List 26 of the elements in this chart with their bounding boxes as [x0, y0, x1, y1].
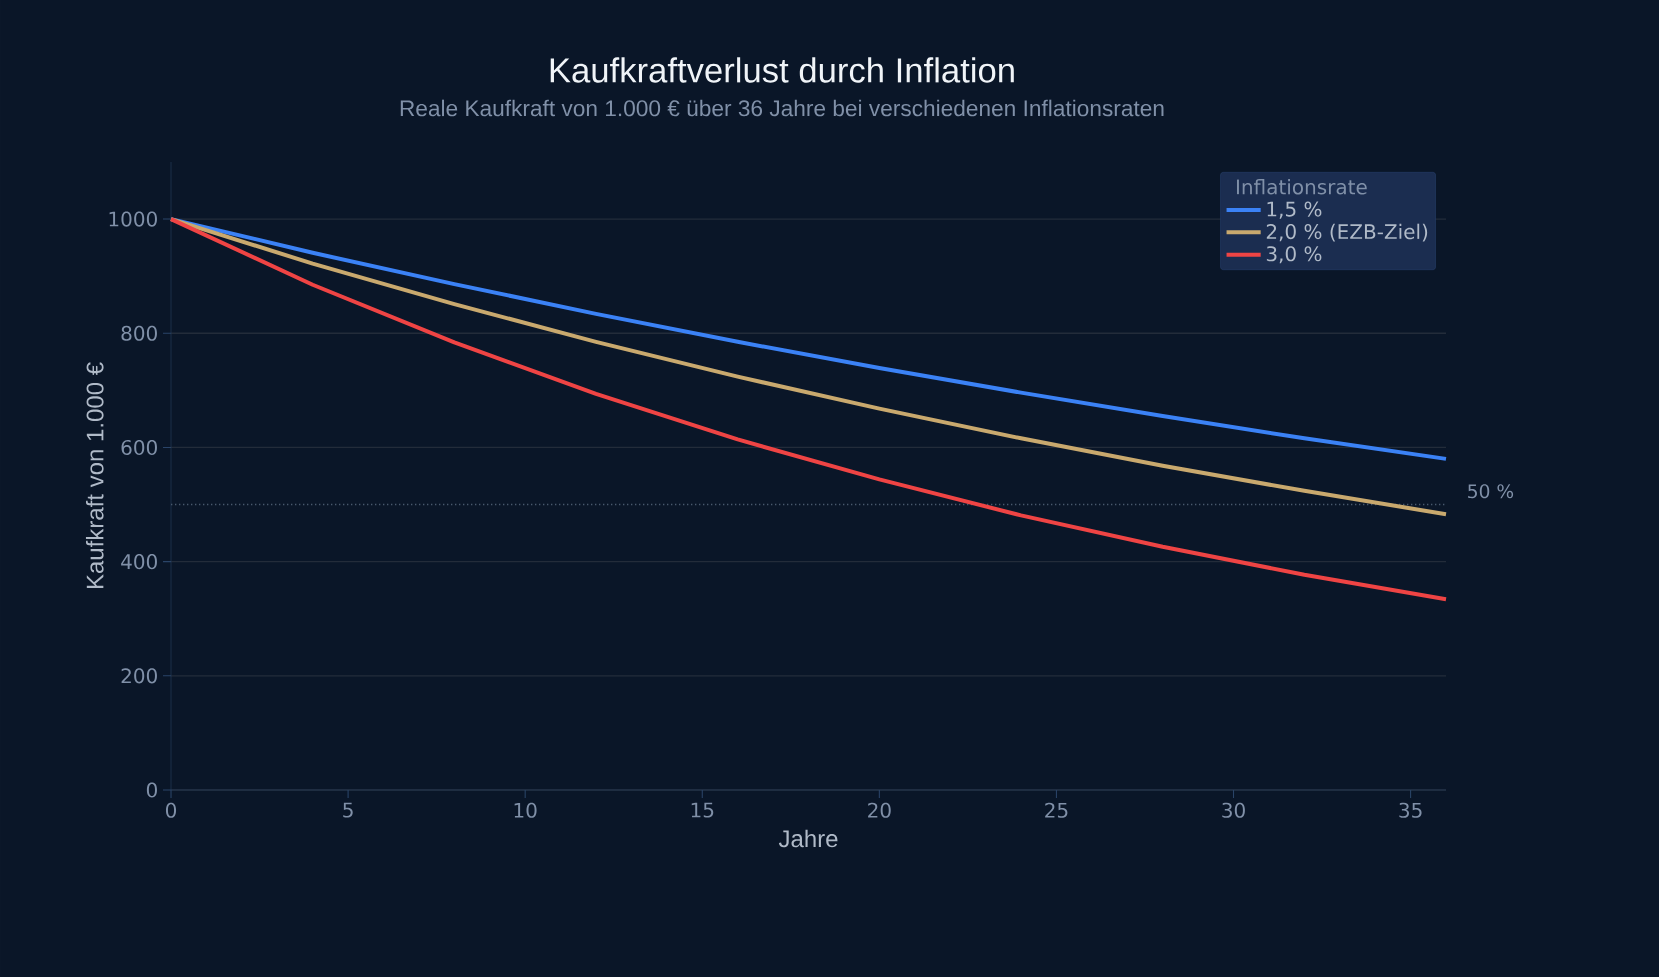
x-tick-label: 5: [343, 802, 353, 818]
x-tick-label: 25: [1045, 802, 1068, 818]
x-tick-label: 15: [691, 802, 714, 818]
y-tick-label: 1000: [109, 211, 157, 227]
x-axis-title: Jahre: [778, 829, 838, 848]
y-axis-title: Kaufkraft von 1.000 €: [85, 362, 104, 589]
chart-subtitle: Reale Kaufkraft von 1.000 € über 36 Jahre bei verschiedenen Inflationsraten: [400, 99, 1164, 117]
chart-title: Kaufkraftverlust durch Inflation: [550, 57, 1014, 83]
line-series: [169, 217, 1449, 461]
y-tick-label: 200: [121, 668, 157, 684]
y-tick-label: 600: [121, 439, 157, 456]
y-tick-label: 400: [121, 554, 157, 570]
text: 50 %: [1468, 484, 1514, 499]
legend-label: 1,5 %: [1267, 201, 1322, 219]
line-series: [169, 217, 1449, 602]
legend-label: 2,0 % (EZB-Ziel): [1266, 223, 1428, 242]
y-tick-label: 800: [121, 325, 157, 341]
x-tick-label: 20: [868, 802, 891, 818]
x-tick-label: 35: [1399, 802, 1422, 818]
line-series: [169, 217, 1449, 517]
x-tick-label: 0: [165, 802, 177, 818]
legend-title: Inflationsrate: [1236, 178, 1367, 195]
x-tick-label: 10: [514, 802, 537, 818]
y-tick-label: 0: [146, 782, 157, 798]
legend-label: 3,0 %: [1266, 246, 1322, 264]
x-tick-label: 30: [1222, 802, 1245, 818]
